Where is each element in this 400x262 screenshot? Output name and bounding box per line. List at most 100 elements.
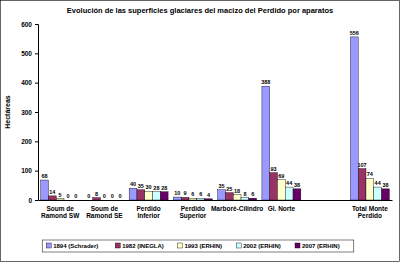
y-tick-mark	[35, 24, 38, 25]
bar	[137, 190, 145, 200]
data-label: 40	[130, 181, 136, 187]
legend: 1894 (Schrader)1982 (INEGLA)1993 (ERHIN)…	[42, 240, 354, 252]
x-tick: Soum deRamond SE	[86, 200, 123, 219]
data-label: 107	[357, 162, 366, 168]
legend-label: 2002 (ERHIN)	[243, 243, 281, 249]
data-label: 28	[161, 185, 167, 191]
data-label: 44	[375, 180, 382, 186]
data-label: 14	[49, 189, 56, 195]
bar	[116, 200, 124, 201]
bar	[93, 198, 101, 200]
legend-box	[42, 240, 354, 252]
x-tick-label: Gl. Norte	[268, 205, 296, 212]
y-axis-line	[35, 25, 39, 201]
x-tick: Marboré-Cilindro	[211, 200, 263, 212]
bar	[173, 197, 181, 200]
data-label: 6	[191, 191, 194, 197]
y-tick-label: 500	[21, 50, 32, 57]
x-tick: PerdidoInferior	[137, 200, 161, 219]
data-label: 69	[278, 173, 284, 179]
legend-swatch	[236, 243, 241, 248]
y-tick: 600	[21, 21, 38, 28]
data-label: 9	[184, 190, 187, 196]
data-label: 556	[350, 30, 359, 36]
y-tick-mark	[35, 83, 38, 84]
bar	[64, 200, 72, 201]
y-tick-mark	[35, 53, 38, 54]
bar	[129, 188, 137, 200]
y-tick: 400	[21, 79, 38, 86]
x-tick-label: PerdidoSuperior	[180, 205, 207, 220]
data-label: 8	[243, 191, 246, 197]
bar	[225, 193, 233, 200]
data-label: 0	[118, 193, 121, 199]
data-label: 30	[146, 184, 152, 190]
data-label: 0	[74, 193, 77, 199]
data-label: 6	[199, 191, 202, 197]
y-tick-label: 0	[28, 197, 32, 204]
legend-label: 1993 (ERHIN)	[184, 243, 222, 249]
chart: Evolución de las superficies glaciares d…	[0, 0, 400, 262]
x-tick-label: Total MontePerdido	[352, 205, 388, 219]
bar	[56, 199, 64, 200]
bar	[366, 178, 374, 200]
bar	[241, 198, 249, 200]
bar	[249, 198, 257, 200]
data-label: 388	[261, 79, 270, 85]
data-label: 5	[59, 192, 62, 198]
y-tick: 300	[21, 109, 38, 116]
data-label: 0	[103, 193, 106, 199]
y-tick-label: 600	[21, 21, 32, 28]
data-label: 74	[367, 171, 374, 177]
data-label: 6	[251, 191, 254, 197]
data-label: 0	[87, 193, 90, 199]
bar	[48, 196, 56, 200]
y-tick-label: 300	[21, 109, 32, 116]
bar	[189, 198, 197, 200]
y-tick-label: 100	[21, 167, 32, 174]
bar	[262, 86, 270, 200]
data-label: 18	[234, 188, 240, 194]
bar	[153, 192, 161, 200]
x-tick-label: Soum deRamond SW	[41, 205, 80, 219]
legend-swatch	[295, 243, 300, 248]
bar	[85, 200, 93, 201]
y-axis-title: Hectáreas	[4, 95, 11, 129]
y-axis: 0 100 200 300 400 500 600	[21, 21, 38, 204]
y-tick-mark	[35, 141, 38, 142]
bar	[270, 173, 278, 200]
data-label: 44	[286, 180, 293, 186]
chart-frame	[1, 1, 400, 262]
bar	[350, 37, 358, 200]
data-label: 35	[218, 183, 224, 189]
plot: 0100200300400500600Soum deRamond SWSoum …	[21, 21, 392, 220]
legend-swatch	[115, 243, 120, 248]
x-tick: Soum deRamond SW	[41, 200, 80, 219]
y-tick: 200	[21, 138, 38, 145]
data-label: 93	[271, 166, 277, 172]
bar	[382, 189, 390, 200]
data-label: 68	[41, 173, 47, 179]
y-tick-mark	[35, 200, 38, 201]
x-tick: Gl. Norte	[268, 200, 296, 212]
y-tick: 500	[21, 50, 38, 57]
x-tick-label: Marboré-Cilindro	[211, 205, 263, 212]
bar	[205, 199, 213, 200]
x-tick-label: Soum deRamond SE	[86, 205, 123, 219]
legend-swatch	[177, 243, 182, 248]
title: Evolución de las superficies glaciares d…	[67, 6, 333, 15]
x-tick: PerdidoSuperior	[180, 200, 207, 220]
bar	[285, 187, 293, 200]
x-axis-line	[39, 200, 393, 201]
bar	[108, 200, 116, 201]
bar	[293, 189, 301, 200]
legend-label: 1894 (Schrader)	[53, 243, 98, 249]
data-labels: 6804010353885561483592593107503061869740…	[41, 30, 388, 199]
bar	[277, 180, 285, 200]
bar	[100, 200, 108, 201]
y-tick-label: 400	[21, 79, 32, 86]
bar	[218, 190, 226, 200]
data-label: 0	[66, 193, 69, 199]
data-label: 28	[153, 185, 159, 191]
data-label: 8	[95, 191, 98, 197]
